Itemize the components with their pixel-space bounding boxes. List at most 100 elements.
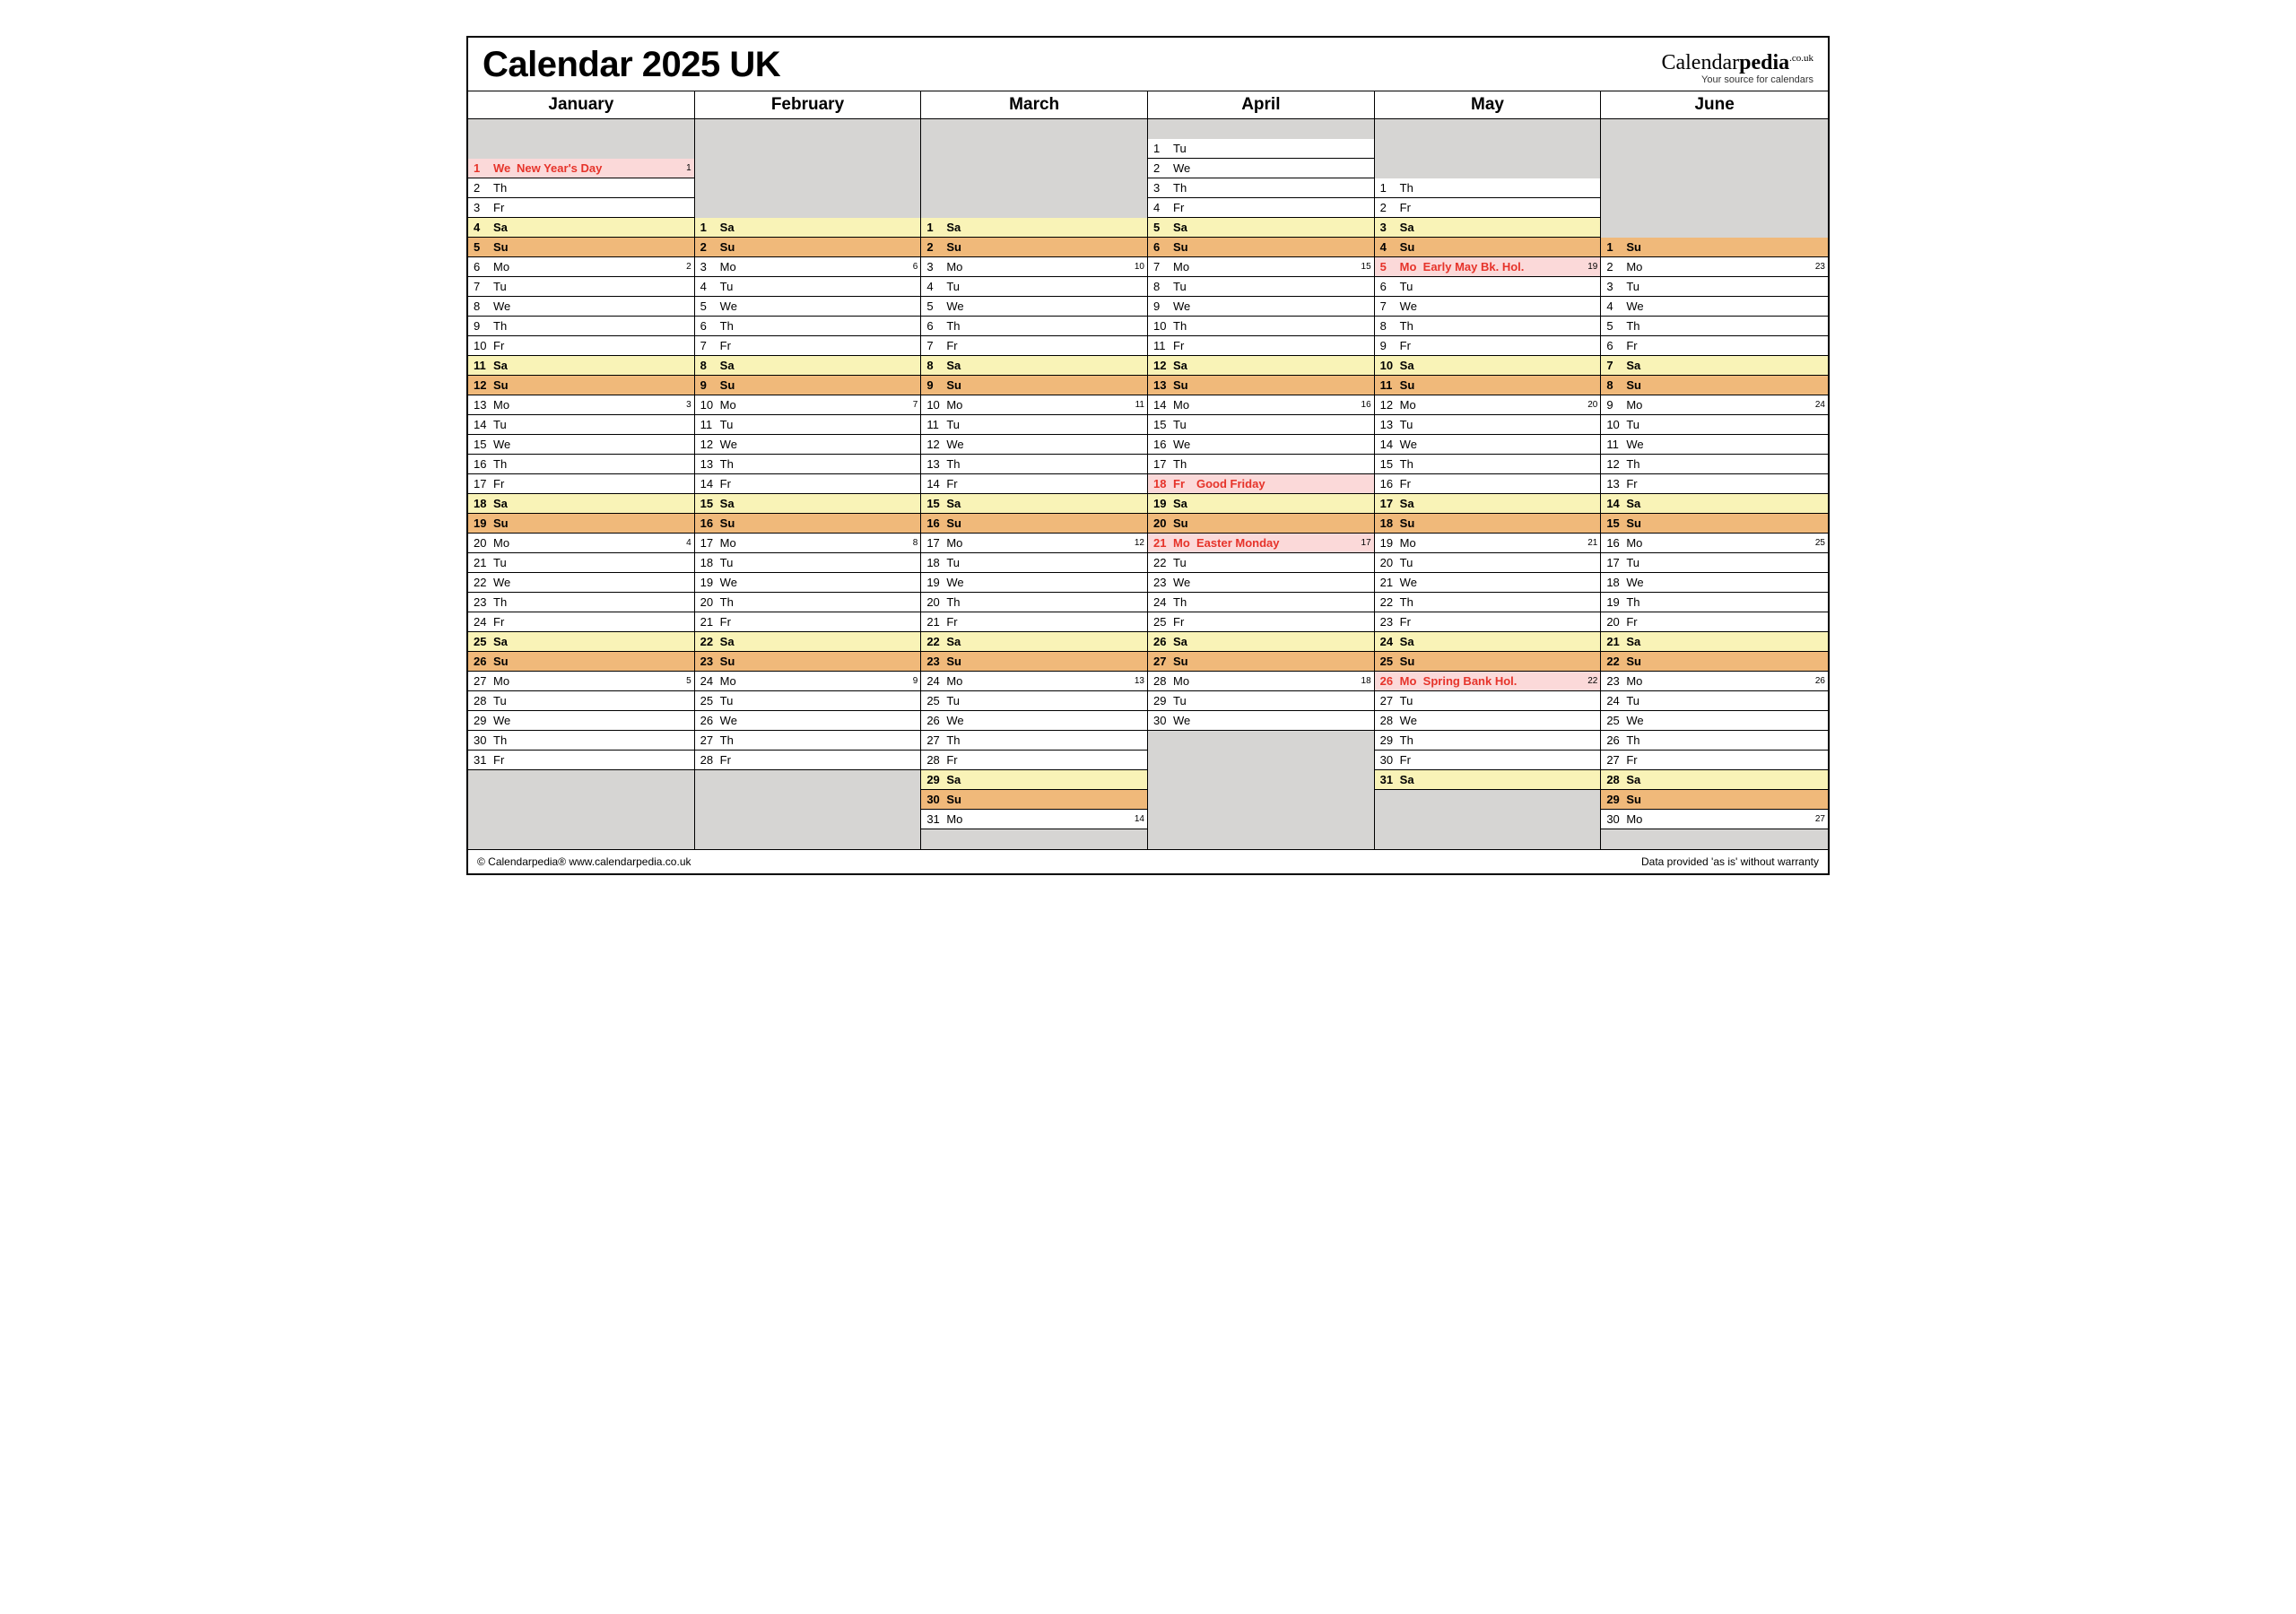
- day-number: 4: [1606, 300, 1626, 312]
- day-of-week: We: [1400, 715, 1423, 726]
- day-cell: 21We: [1375, 573, 1601, 593]
- empty-slot: [468, 829, 694, 849]
- day-number: 10: [1153, 320, 1173, 332]
- day-number: 27: [700, 734, 720, 746]
- day-cell: 21MoEaster Monday17: [1148, 534, 1374, 553]
- day-of-week: Fr: [1400, 202, 1423, 213]
- day-cell: 16Su: [695, 514, 921, 534]
- day-cell: 6Th: [921, 317, 1147, 336]
- day-of-week: We: [493, 715, 517, 726]
- day-cell: 13Mo3: [468, 395, 694, 415]
- empty-slot: [695, 810, 921, 829]
- brand-tagline: Your source for calendars: [1661, 75, 1813, 85]
- day-number: 2: [1606, 261, 1626, 273]
- page-title: Calendar 2025 UK: [483, 45, 780, 85]
- day-number: 18: [474, 498, 493, 509]
- empty-slot: [1375, 159, 1601, 178]
- empty-slot: [1375, 119, 1601, 139]
- day-of-week: Mo: [720, 261, 744, 273]
- day-of-week: Sa: [946, 774, 970, 785]
- week-number: 24: [1815, 401, 1825, 410]
- day-number: 10: [474, 340, 493, 351]
- day-number: 23: [474, 596, 493, 608]
- day-number: 12: [926, 438, 946, 450]
- day-of-week: Tu: [1400, 557, 1423, 568]
- week-number: 6: [913, 263, 918, 272]
- day-slots: 1Th2Fr3Sa4Su5MoEarly May Bk. Hol.196Tu7W…: [1375, 119, 1601, 849]
- day-slots: 1Su2Mo233Tu4We5Th6Fr7Sa8Su9Mo2410Tu11We1…: [1601, 119, 1828, 849]
- day-cell: 30Su: [921, 790, 1147, 810]
- day-of-week: We: [1400, 438, 1423, 450]
- week-number: 16: [1361, 401, 1371, 410]
- day-number: 14: [1153, 399, 1173, 411]
- day-number: 15: [1153, 419, 1173, 430]
- day-number: 10: [700, 399, 720, 411]
- day-cell: 11Sa: [468, 356, 694, 376]
- day-number: 5: [926, 300, 946, 312]
- day-cell: 15Tu: [1148, 415, 1374, 435]
- day-cell: 9Su: [921, 376, 1147, 395]
- day-of-week: Fr: [1400, 340, 1423, 351]
- day-cell: 13Tu: [1375, 415, 1601, 435]
- week-number: 10: [1135, 263, 1144, 272]
- month-header: June: [1601, 91, 1828, 119]
- empty-slot: [695, 119, 921, 139]
- day-of-week: Mo: [1400, 675, 1423, 687]
- day-cell: 20Tu: [1375, 553, 1601, 573]
- day-of-week: We: [493, 438, 517, 450]
- day-number: 5: [1380, 261, 1400, 273]
- empty-slot: [695, 829, 921, 849]
- day-of-week: Fr: [1626, 754, 1649, 766]
- day-number: 12: [1153, 360, 1173, 371]
- day-cell: 11We: [1601, 435, 1828, 455]
- day-number: 6: [700, 320, 720, 332]
- day-number: 22: [1153, 557, 1173, 568]
- day-of-week: Tu: [493, 281, 517, 292]
- day-of-week: We: [946, 715, 970, 726]
- day-of-week: Su: [1400, 655, 1423, 667]
- day-cell: 18We: [1601, 573, 1828, 593]
- day-of-week: Su: [493, 241, 517, 253]
- empty-slot: [921, 829, 1147, 849]
- day-of-week: Fr: [720, 478, 744, 490]
- day-cell: 27Fr: [1601, 751, 1828, 770]
- day-cell: 31Mo14: [921, 810, 1147, 829]
- day-of-week: Sa: [720, 636, 744, 647]
- day-cell: 6Su: [1148, 238, 1374, 257]
- day-cell: 25Su: [1375, 652, 1601, 672]
- day-number: 16: [1153, 438, 1173, 450]
- day-number: 19: [1153, 498, 1173, 509]
- day-of-week: Su: [1400, 379, 1423, 391]
- day-of-week: Fr: [946, 340, 970, 351]
- day-number: 2: [474, 182, 493, 194]
- day-cell: 3Mo10: [921, 257, 1147, 277]
- day-number: 2: [926, 241, 946, 253]
- empty-slot: [468, 790, 694, 810]
- day-of-week: Sa: [1400, 774, 1423, 785]
- day-number: 27: [474, 675, 493, 687]
- day-cell: 28Mo18: [1148, 672, 1374, 691]
- day-cell: 24Mo9: [695, 672, 921, 691]
- day-cell: 5Th: [1601, 317, 1828, 336]
- day-cell: 17Mo12: [921, 534, 1147, 553]
- day-of-week: Sa: [1626, 774, 1649, 785]
- day-cell: 7Fr: [695, 336, 921, 356]
- day-number: 13: [700, 458, 720, 470]
- empty-slot: [1148, 751, 1374, 770]
- day-of-week: Tu: [1400, 695, 1423, 707]
- day-cell: 2Mo23: [1601, 257, 1828, 277]
- month-column: February1Sa2Su3Mo64Tu5We6Th7Fr8Sa9Su10Mo…: [695, 91, 922, 849]
- day-of-week: Fr: [1173, 616, 1196, 628]
- day-number: 21: [1606, 636, 1626, 647]
- day-number: 1: [1153, 143, 1173, 154]
- month-column: March1Sa2Su3Mo104Tu5We6Th7Fr8Sa9Su10Mo11…: [921, 91, 1148, 849]
- day-of-week: Fr: [1400, 616, 1423, 628]
- day-of-week: Th: [493, 182, 517, 194]
- day-of-week: Sa: [1626, 498, 1649, 509]
- day-of-week: Tu: [1173, 281, 1196, 292]
- day-number: 26: [926, 715, 946, 726]
- day-of-week: Su: [1173, 517, 1196, 529]
- day-number: 1: [926, 221, 946, 233]
- day-cell: 2Fr: [1375, 198, 1601, 218]
- day-cell: 21Tu: [468, 553, 694, 573]
